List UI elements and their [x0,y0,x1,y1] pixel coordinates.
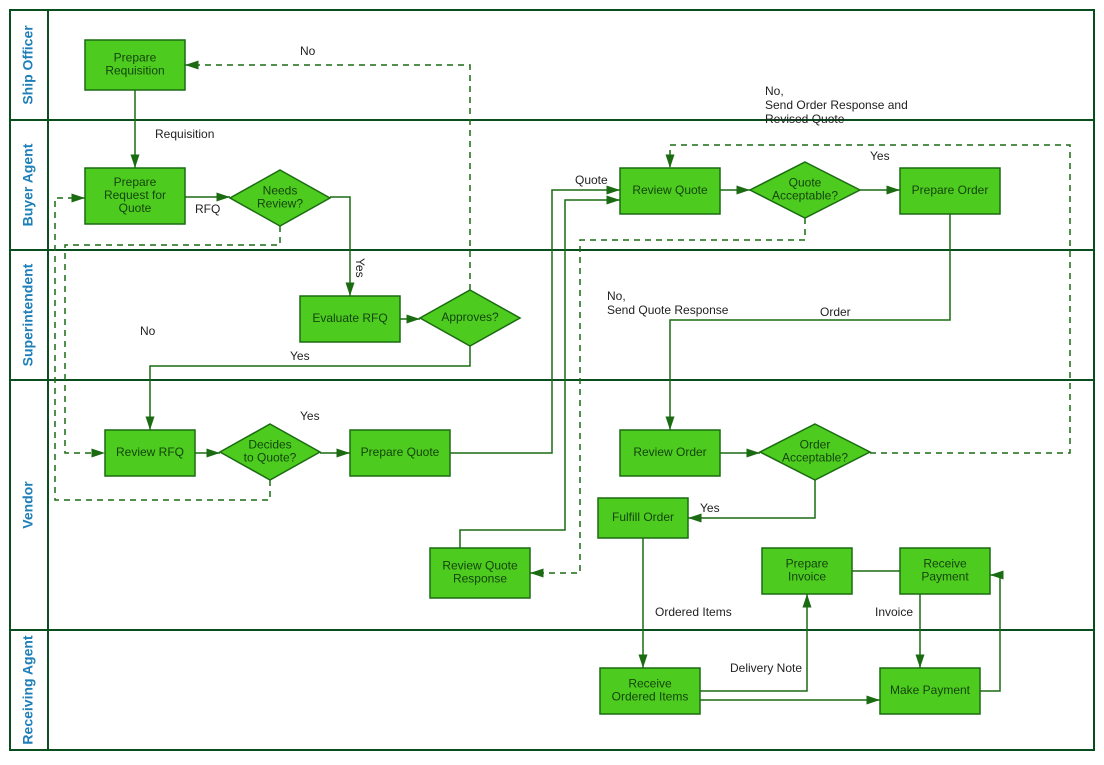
node-label: Requisition [105,64,164,78]
edge-label: Yes [300,409,320,423]
node-label: Receive [923,557,967,571]
node-label: Prepare [114,175,157,189]
node-label: Request for [104,188,166,202]
node-quote_acc: QuoteAcceptable? [750,162,860,218]
edge-prep_order-review_order [670,214,950,430]
edge-label: Requisition [155,127,214,141]
node-order_acc: OrderAcceptable? [760,424,870,480]
edge-needs_rev-eval_rfq [330,197,350,296]
edge-label: No [140,324,156,338]
node-label: Review Quote [632,183,708,197]
node-label: Review Order [633,445,706,459]
node-label: Make Payment [890,683,971,697]
lane-label-buyer: Buyer Agent [20,143,36,226]
node-review_order: Review Order [620,430,720,476]
node-fulfill: Fulfill Order [598,498,688,538]
lane-label-ship: Ship Officer [20,25,36,105]
node-label: Acceptable? [772,189,838,203]
node-label: Receive [628,677,672,691]
node-label: to Quote? [244,451,297,465]
node-label: Order [800,438,831,452]
node-label: Payment [921,570,969,584]
lane-label-super: Superintendent [20,263,36,366]
edge-order_acc-review_quote [670,145,1070,453]
edge-label: Yes [290,349,310,363]
node-prep_req: PrepareRequisition [85,40,185,90]
edge-label: Yes [353,258,367,278]
node-make_pay: Make Payment [880,668,980,714]
node-prep_quote: Prepare Quote [350,430,450,476]
edge-label: Order [820,305,851,319]
node-label: Needs [263,184,298,198]
node-label: Acceptable? [782,451,848,465]
node-review_rfq: Review RFQ [105,430,195,476]
node-recv_items: ReceiveOrdered Items [600,668,700,714]
node-label: Decides [248,438,291,452]
node-label: Fulfill Order [612,510,674,524]
node-label: Prepare Order [912,183,989,197]
edge-approves-prep_req [185,65,470,290]
edge-label: Invoice [875,605,913,619]
edge-rev_qresp-review_quote [460,200,620,548]
node-rev_qresp: Review QuoteResponse [430,548,530,598]
edge-label: No, [765,84,784,98]
node-prep_order: Prepare Order [900,168,1000,214]
swimlane-flowchart: Ship Officer Buyer Agent Superintendent Ven… [0,0,1104,765]
node-label: Quote [119,201,152,215]
node-label: Prepare Quote [361,445,440,459]
node-label: Approves? [441,310,499,324]
node-label: Response [453,572,507,586]
edge-label: Yes [700,501,720,515]
edge-label: Send Quote Response [607,303,729,317]
edge-label: Send Order Response and [765,98,908,112]
node-label: Quote [789,176,822,190]
node-eval_rfq: Evaluate RFQ [300,296,400,342]
node-needs_rev: NeedsReview? [230,170,330,226]
node-approves: Approves? [420,290,520,346]
node-prep_rfq: PrepareRequest forQuote [85,168,185,224]
node-review_quote: Review Quote [620,168,720,214]
node-label: Review RFQ [116,445,184,459]
edge-label: Quote [575,173,608,187]
node-label: Prepare [786,557,829,571]
lane-label-recv: Receiving Agent [20,635,36,745]
lane-label-vendor: Vendor [20,481,36,529]
node-label: Invoice [788,570,826,584]
edge-label: Revised Quote [765,112,845,126]
node-recv_pay: ReceivePayment [900,548,990,594]
edge-needs_rev-review_rfq [65,226,280,453]
node-label: Review Quote [442,559,518,573]
edge-label: No, [607,289,626,303]
edge-label: No [300,44,316,58]
node-label: Review? [257,197,303,211]
edge-label: Delivery Note [730,661,802,675]
edge-label: RFQ [195,202,220,216]
edge-label: Yes [870,149,890,163]
node-label: Ordered Items [612,690,689,704]
node-decides: Decidesto Quote? [220,424,320,480]
node-prep_inv: PrepareInvoice [762,548,852,594]
edge-label: Ordered Items [655,605,732,619]
node-label: Prepare [114,51,157,65]
node-label: Evaluate RFQ [312,311,387,325]
